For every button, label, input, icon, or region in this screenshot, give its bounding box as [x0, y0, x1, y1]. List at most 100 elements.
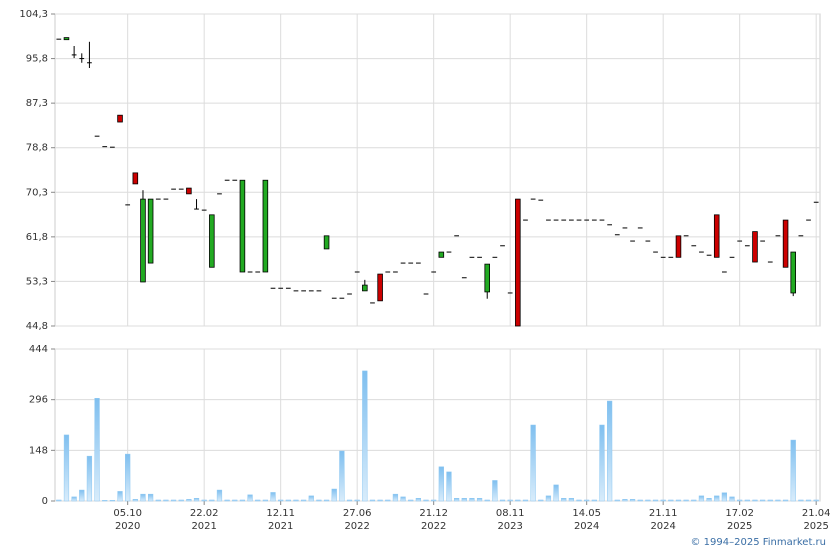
- y-tick-label: 0: [42, 496, 48, 507]
- volume-bar: [247, 494, 253, 502]
- volume-bar: [423, 499, 429, 502]
- volume-bar: [790, 439, 796, 502]
- x-tick-label: 08.11: [496, 508, 525, 519]
- y-tick-label: 70,3: [26, 187, 48, 198]
- volume-bar: [117, 491, 123, 502]
- volume-bar: [278, 499, 284, 502]
- y-tick-label: 78,8: [26, 143, 48, 154]
- volume-bar: [446, 471, 452, 502]
- x-tick-label: 2022: [421, 521, 446, 532]
- volume-bar: [255, 499, 261, 502]
- y-tick-label: 44,8: [26, 321, 48, 332]
- candle-body: [438, 251, 445, 258]
- volume-bar: [63, 434, 70, 502]
- volume-bar: [584, 499, 590, 502]
- volume-bar: [71, 496, 77, 502]
- y-tick-label: 444: [29, 344, 48, 355]
- volume-bar: [186, 499, 192, 502]
- candle-body: [515, 198, 521, 327]
- volume-bar: [805, 499, 812, 502]
- y-tick-label: 104,3: [19, 9, 48, 20]
- volume-bar: [339, 450, 345, 502]
- candle-body: [675, 235, 682, 258]
- x-tick-label: 17.02: [725, 508, 754, 519]
- volume-bar: [193, 498, 200, 502]
- volume-bar: [675, 499, 682, 502]
- x-tick-label: 21.04: [802, 508, 831, 519]
- x-tick-label: 2025: [803, 521, 828, 532]
- volume-bar: [346, 499, 353, 502]
- x-tick-label: 22.02: [190, 508, 219, 519]
- x-tick-label: 2021: [191, 521, 216, 532]
- x-tick-label: 12.11: [266, 508, 295, 519]
- volume-bar: [499, 499, 506, 502]
- volume-bar: [652, 499, 659, 502]
- volume-bar: [285, 499, 291, 502]
- candle-body: [484, 263, 490, 293]
- volume-bar: [622, 499, 628, 502]
- x-tick-label: 21.12: [419, 508, 448, 519]
- candle-body: [262, 179, 269, 273]
- volume-bar: [155, 499, 161, 502]
- volume-bar: [148, 493, 154, 502]
- volume-bar: [216, 489, 223, 502]
- volume-bar: [492, 480, 498, 502]
- volume-bar: [308, 495, 314, 502]
- x-tick-label: 2020: [115, 521, 140, 532]
- volume-bar: [132, 499, 138, 502]
- candle-body: [147, 198, 154, 264]
- volume-bar: [170, 499, 177, 502]
- y-tick-label: 61,8: [26, 232, 48, 243]
- candle-body: [323, 235, 330, 250]
- volume-bar: [86, 455, 93, 502]
- x-tick-label: 2023: [497, 521, 522, 532]
- volume-bar: [323, 499, 330, 502]
- volume-bar: [400, 496, 406, 502]
- volume-bar: [125, 453, 131, 502]
- volume-bar: [599, 424, 605, 502]
- volume-bar: [683, 499, 689, 502]
- credit: © 1994–2025 Finmarket.ru: [690, 537, 826, 548]
- volume-bar: [767, 499, 773, 502]
- x-tick-label: 2022: [344, 521, 369, 532]
- volume-bar: [691, 499, 697, 502]
- volume-bar: [201, 499, 207, 502]
- volume-bar: [737, 499, 743, 502]
- candle-body: [63, 37, 70, 41]
- volume-bar: [262, 499, 268, 502]
- x-tick-label: 21.11: [649, 508, 678, 519]
- volume-bar: [385, 499, 391, 502]
- volume-bar: [522, 499, 529, 502]
- x-tick-label: 2024: [650, 521, 675, 532]
- volume-bar: [515, 499, 521, 502]
- price-panel: [54, 13, 821, 327]
- volume-bar: [798, 499, 804, 502]
- volume-bar: [775, 499, 781, 502]
- volume-bar: [408, 499, 414, 502]
- volume-bar: [102, 500, 108, 502]
- y-tick-label: 87,3: [26, 98, 48, 109]
- volume-bar: [752, 499, 758, 502]
- volume-bar: [607, 400, 613, 502]
- candle-body: [713, 214, 720, 258]
- volume-bar: [354, 499, 360, 502]
- volume-bar: [553, 484, 559, 502]
- candle-body: [186, 187, 192, 195]
- volume-bar: [209, 499, 215, 502]
- volume-bar: [438, 466, 444, 502]
- candle-body: [239, 179, 246, 273]
- volume-bar: [484, 499, 490, 502]
- volume-bar: [109, 500, 115, 502]
- volume-bar: [362, 370, 368, 502]
- volume-bar: [714, 495, 720, 502]
- volume-bar: [431, 499, 437, 502]
- volume-bar: [56, 499, 62, 502]
- candle-body: [117, 114, 123, 123]
- x-tick-label: 2024: [574, 521, 599, 532]
- volume-bar: [629, 499, 636, 502]
- volume-bar: [813, 499, 819, 502]
- volume-bar: [469, 498, 475, 502]
- candle-body: [362, 284, 368, 292]
- volume-bar: [331, 488, 337, 502]
- candle-body: [790, 251, 796, 294]
